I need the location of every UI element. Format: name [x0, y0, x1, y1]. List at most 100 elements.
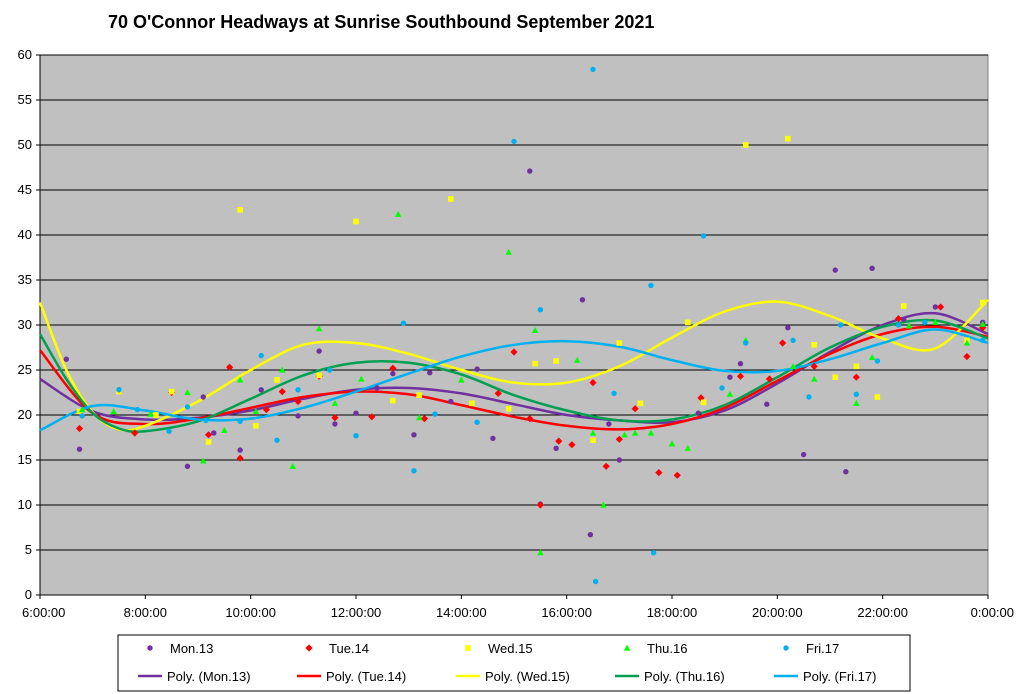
data-point [505, 405, 512, 412]
data-point [221, 426, 228, 433]
data-point [537, 307, 544, 313]
data-point [527, 168, 533, 174]
data-point [615, 435, 623, 443]
data-point [616, 340, 623, 346]
data-point [602, 462, 610, 470]
x-tick-label: 14:00:00 [436, 605, 487, 620]
legend-marker [623, 644, 631, 651]
legend-label: Mon.13 [170, 641, 213, 656]
data-point [274, 377, 280, 383]
data-point [258, 387, 264, 393]
data-point [779, 339, 787, 347]
data-point [490, 435, 496, 442]
data-point [650, 550, 657, 556]
data-point [648, 282, 654, 289]
data-point [980, 337, 986, 343]
y-tick-label: 25 [18, 362, 32, 377]
data-point [655, 469, 663, 477]
y-tick-label: 40 [18, 227, 32, 242]
y-tick-label: 0 [25, 587, 32, 602]
data-point [785, 325, 791, 331]
data-point [400, 320, 407, 326]
data-point [316, 372, 322, 379]
data-point [458, 376, 465, 383]
data-point [76, 446, 83, 452]
data-point [853, 363, 860, 370]
data-point [979, 320, 986, 327]
data-point [869, 265, 875, 271]
data-point [427, 370, 433, 376]
data-point [226, 363, 234, 371]
data-point [237, 418, 243, 424]
data-point [184, 463, 191, 469]
data-point [316, 348, 322, 354]
legend-label: Wed.15 [488, 641, 533, 656]
legend-label: Poly. (Thu.16) [644, 669, 725, 684]
data-point [574, 356, 581, 363]
y-tick-label: 5 [25, 542, 32, 557]
y-tick-label: 50 [18, 137, 32, 152]
data-point [616, 457, 623, 463]
legend-label: Tue.14 [329, 641, 369, 656]
data-point [358, 375, 365, 382]
data-point [331, 399, 339, 406]
data-point [131, 429, 139, 437]
data-point [590, 437, 596, 443]
data-point [800, 451, 807, 458]
data-point [236, 376, 244, 383]
data-point [553, 445, 559, 451]
data-point [555, 437, 563, 445]
legend-marker [783, 645, 789, 651]
data-point [78, 406, 86, 413]
trendlines [38, 298, 989, 433]
y-tick-label: 45 [18, 182, 32, 197]
data-point [765, 375, 774, 383]
data-point [315, 325, 323, 332]
data-point [811, 375, 818, 382]
data-point [237, 447, 243, 453]
data-point [789, 363, 797, 369]
x-tick-label: 8:00:00 [124, 605, 167, 620]
data-point [474, 419, 480, 425]
data-point [184, 404, 191, 410]
data-point [736, 372, 745, 380]
x-tick-label: 6:00:00 [22, 605, 65, 620]
x-tick-label: 22:00:00 [857, 605, 908, 620]
data-point [420, 415, 429, 423]
data-point [695, 410, 702, 416]
data-point [205, 439, 212, 445]
data-point [806, 394, 812, 400]
data-point [116, 387, 122, 393]
data-point [79, 413, 85, 419]
data-point [785, 135, 791, 142]
data-point [894, 315, 903, 323]
data-point [832, 267, 838, 273]
data-point [853, 399, 860, 406]
data-point [295, 387, 301, 393]
data-point [532, 360, 538, 367]
legend-label: Poly. (Wed.15) [485, 669, 570, 684]
data-point [742, 142, 749, 148]
x-tick-label: 20:00:00 [752, 605, 803, 620]
y-tick-label: 15 [18, 452, 32, 467]
data-point [874, 394, 881, 400]
data-point [274, 437, 280, 443]
data-point [647, 429, 655, 436]
data-point [589, 429, 597, 436]
data-point [390, 370, 396, 377]
data-point [204, 431, 213, 439]
data-point [537, 549, 544, 556]
data-point [153, 412, 159, 418]
data-point [937, 303, 945, 311]
data-point [590, 66, 596, 73]
data-point [368, 413, 376, 421]
data-point [901, 316, 907, 323]
data-point [606, 421, 612, 427]
data-point [874, 358, 881, 364]
x-tick-label: 0:00:00 [971, 605, 1014, 620]
x-tick-label: 16:00:00 [541, 605, 592, 620]
data-point [684, 444, 691, 451]
data-point [700, 399, 707, 406]
x-tick-label: 12:00:00 [331, 605, 382, 620]
trendline [39, 328, 989, 432]
